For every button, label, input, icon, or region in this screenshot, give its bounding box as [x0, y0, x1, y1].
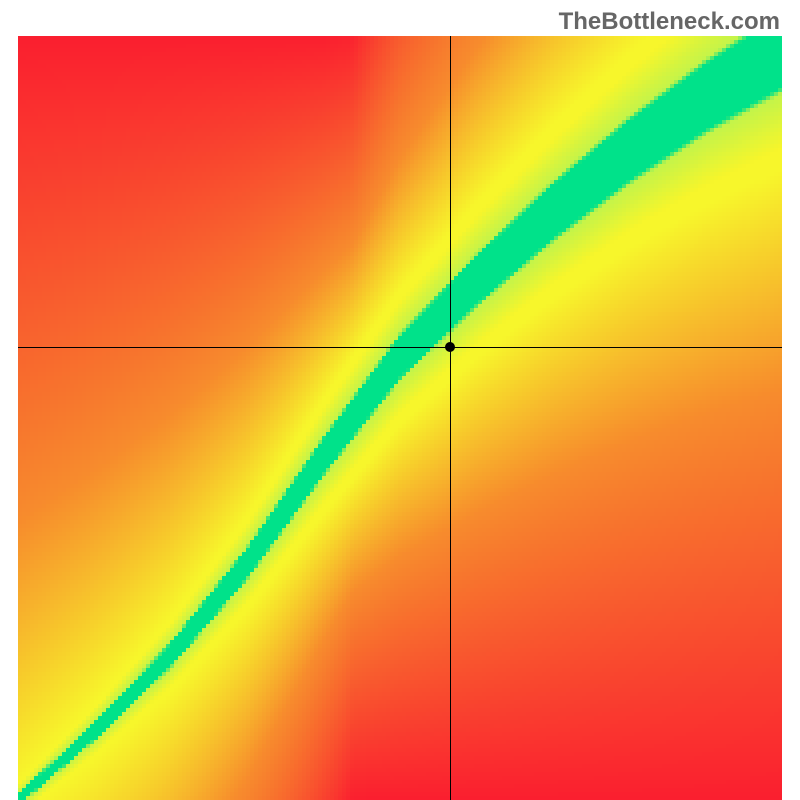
crosshair-horizontal: [18, 347, 782, 348]
marker-point: [445, 342, 455, 352]
heatmap-chart: [18, 36, 782, 800]
heatmap-canvas: [18, 36, 782, 800]
watermark-text: TheBottleneck.com: [559, 8, 780, 36]
crosshair-vertical: [450, 36, 451, 800]
